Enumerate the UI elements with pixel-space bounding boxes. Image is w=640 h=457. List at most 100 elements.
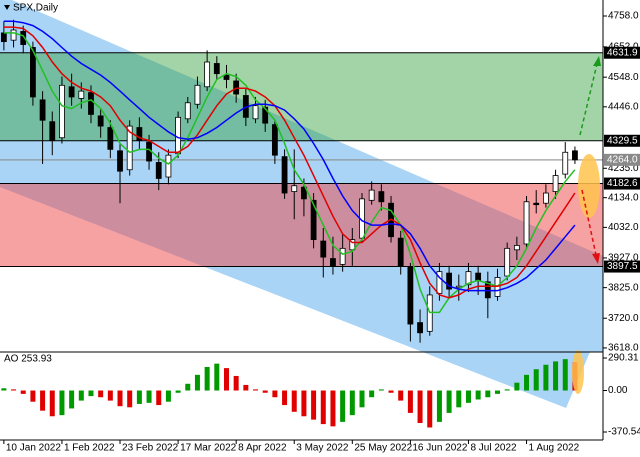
ao-bar [1, 388, 7, 391]
candle-body [572, 150, 578, 161]
candle-body [213, 63, 220, 75]
x-tick-label: 3 May 2022 [296, 443, 349, 454]
arrow-head [592, 253, 600, 264]
moving-average [3, 26, 576, 299]
ao-bar [88, 390, 94, 397]
level-label-box [604, 260, 640, 273]
arrow-up [579, 63, 598, 136]
candle-body [397, 237, 404, 267]
candle-body [378, 191, 385, 203]
chart-title: SPX,Daily [13, 3, 58, 14]
candle-body [155, 162, 162, 179]
candle-body [552, 175, 559, 192]
arrow-head [593, 56, 601, 66]
ao-bar [127, 390, 133, 408]
candle-body [117, 150, 123, 172]
candle-body [20, 31, 27, 45]
level-label: 4631.9 [607, 47, 638, 58]
x-tick-label: 23 Feb 2022 [122, 443, 179, 454]
ao-bar [214, 363, 220, 391]
ao-bar [69, 390, 75, 409]
labels: 4758.04652.04548.04446.04235.04134.04032… [3, 11, 640, 454]
candle-body [204, 61, 211, 88]
ao-bar [494, 390, 500, 394]
candle-body [262, 106, 269, 124]
candle-body [417, 322, 423, 334]
ao-bar [59, 390, 65, 416]
ao-bar [136, 390, 142, 404]
ao-bar [340, 390, 346, 422]
ao-bar [485, 390, 491, 398]
ao-bar [378, 389, 384, 391]
ao-bar [11, 389, 17, 391]
candle-body [436, 271, 443, 294]
candle-body [175, 116, 181, 155]
candle-body [562, 151, 569, 175]
zones [0, 52, 603, 268]
ao-bar [456, 390, 462, 408]
ao-bar [107, 390, 113, 401]
ao-bar [407, 390, 413, 413]
ao-bar [369, 390, 375, 398]
candle-body [30, 47, 36, 98]
candle-body [223, 74, 230, 80]
ao-bar [436, 390, 442, 422]
candle-body [446, 272, 453, 290]
ao-bar [417, 390, 423, 423]
ao-bar [272, 390, 278, 398]
y-tick-label: 3720.0 [608, 313, 639, 324]
indicator-title: AO 253.93 [4, 354, 52, 365]
ao-bar [282, 390, 288, 406]
candle-body [475, 272, 482, 281]
ao-bar [98, 390, 104, 398]
candle-body [281, 156, 288, 194]
ao-bar [78, 390, 84, 401]
candle-body [542, 192, 549, 204]
ao-bar [446, 390, 452, 413]
candle-body [78, 90, 85, 99]
ao-bar [359, 390, 365, 408]
candle-body [301, 186, 307, 200]
ao-bar [427, 390, 433, 428]
ao-bar [465, 390, 471, 403]
candle-body [68, 86, 75, 98]
ao-bar [320, 390, 326, 425]
x-tick-label: 25 May 2022 [354, 443, 412, 454]
y-tick-label: 3927.0 [608, 253, 639, 264]
x-tick-label: 16 Jun 2022 [412, 443, 467, 454]
candle-body [504, 247, 511, 277]
ao-bar [20, 390, 26, 394]
plot [0, 19, 578, 428]
candle-body [291, 185, 298, 192]
moving-average [3, 32, 576, 314]
ao-bar [562, 359, 568, 391]
candle-body [49, 121, 56, 142]
ao-bar [514, 382, 520, 391]
price-axis [603, 0, 640, 457]
candle-body [39, 99, 46, 121]
level-label-box [604, 134, 640, 147]
level-label-box [604, 46, 640, 59]
candle-body [320, 240, 327, 258]
ao-bar [291, 390, 297, 412]
ao-bar [543, 364, 549, 391]
candle-body [252, 105, 259, 120]
ao-bar [204, 367, 210, 391]
candle-body [10, 29, 17, 41]
candle-body [339, 247, 346, 265]
candle-body [271, 124, 278, 156]
y-tick-label: 290.31 [608, 353, 639, 364]
ao-bar [175, 390, 181, 393]
level-label: 4264.0 [607, 154, 638, 165]
ao-bar [223, 368, 229, 391]
candle-body [407, 266, 414, 325]
candle-body [88, 92, 94, 115]
ao-bar [398, 390, 404, 401]
ao-bar [30, 390, 36, 402]
y-tick-label: 4446.0 [608, 101, 639, 112]
level-label: 4329.5 [607, 135, 638, 146]
ao-bar [311, 390, 317, 420]
x-tick-label: 17 Mar 2022 [180, 443, 237, 454]
candle-body [97, 115, 104, 127]
